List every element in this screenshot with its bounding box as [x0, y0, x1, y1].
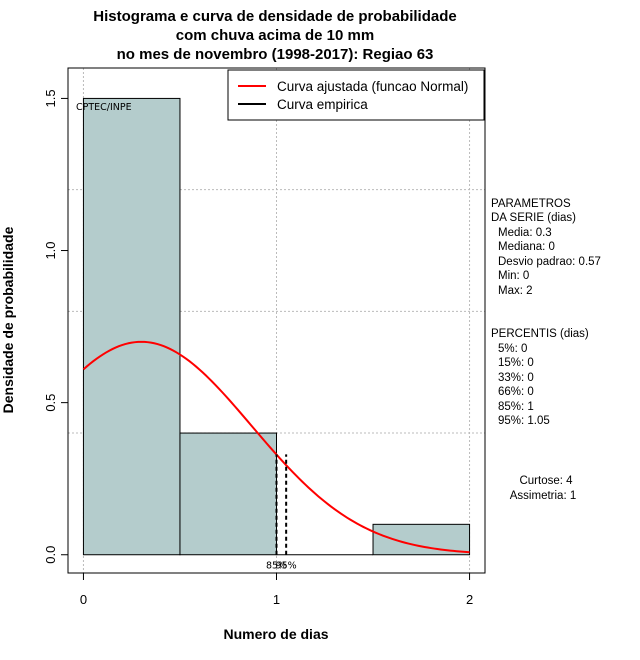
percentile-5: 5%: 0 — [498, 343, 527, 355]
y-tick-label-3: 1.5 — [43, 89, 58, 107]
parameters-header-2: DA SERIE (dias) — [491, 212, 576, 224]
percentiles-header: PERCENTIS (dias) — [491, 328, 589, 340]
chart-title-line-3: no mes de novembro (1998-2017): Regiao 6… — [117, 46, 434, 63]
percentile-85: 85%: 1 — [498, 401, 534, 413]
y-tick-label-0: 0.0 — [43, 546, 58, 564]
credit-label: CPTEC/INPE — [76, 102, 132, 113]
legend-fitted-label: Curva ajustada (funcao Normal) — [277, 79, 468, 94]
parameter-stddev: Desvio padrao: 0.57 — [498, 256, 601, 268]
x-axis: 0 1 2 — [80, 573, 473, 607]
percentile-line-label-0: 85% — [266, 561, 287, 572]
parameter-mean: Media: 0.3 — [498, 227, 552, 239]
chart-title-line-1: Histograma e curva de densidade de proba… — [93, 8, 456, 25]
histogram-bars — [82, 97, 471, 556]
percentile-66: 66%: 0 — [498, 386, 534, 398]
parameters-panel: PARAMETROS DA SERIE (dias) Media: 0.3 Me… — [491, 198, 601, 297]
y-tick-label-1: 0.5 — [43, 394, 58, 412]
y-tick-label-2: 1.0 — [43, 241, 58, 259]
parameters-header-1: PARAMETROS — [491, 198, 571, 210]
percentile-95: 95%: 1.05 — [498, 415, 550, 427]
legend-empirical-label: Curva empirica — [277, 97, 368, 112]
percentiles-panel: PERCENTIS (dias) 5%: 0 15%: 0 33%: 0 66%… — [491, 328, 589, 427]
histogram-bar-3 — [372, 523, 471, 556]
legend: Curva ajustada (funcao Normal) Curva emp… — [227, 69, 485, 121]
parameter-median: Mediana: 0 — [498, 241, 555, 253]
y-axis: 0.0 0.5 1.0 1.5 — [43, 89, 68, 564]
parameter-max: Max: 2 — [498, 285, 533, 297]
percentile-15: 15%: 0 — [498, 357, 534, 369]
x-tick-label-1: 1 — [273, 592, 280, 607]
chart-title-line-2: com chuva acima de 10 mm — [176, 27, 374, 44]
histogram-bar-0 — [82, 97, 181, 556]
histogram-bar-1 — [179, 432, 278, 556]
percentile-33: 33%: 0 — [498, 372, 534, 384]
percentile-lines: 85%95% — [266, 454, 297, 572]
x-tick-label-2: 2 — [466, 592, 473, 607]
parameter-min: Min: 0 — [498, 270, 529, 282]
x-axis-title: Numero de dias — [223, 626, 328, 642]
x-tick-label-0: 0 — [80, 592, 87, 607]
legend-box — [227, 69, 485, 121]
y-axis-title: Densidade de probabilidade — [0, 226, 16, 413]
skewness-label: Assimetria: 1 — [510, 490, 576, 502]
percentile-line-label-1: 95% — [276, 561, 297, 572]
kurtosis-label: Curtose: 4 — [519, 475, 573, 487]
